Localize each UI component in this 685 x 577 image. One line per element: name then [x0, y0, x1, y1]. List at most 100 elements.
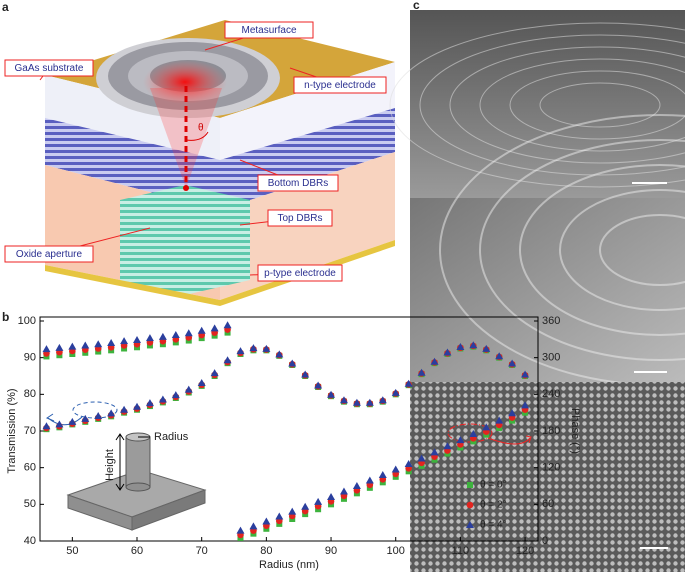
y-tick-label: 70	[24, 425, 36, 437]
y-tick-label: 40	[24, 535, 36, 547]
data-point	[521, 370, 530, 378]
callout-text: Top DBRs	[277, 213, 322, 224]
x-tick-label: 110	[452, 545, 470, 557]
data-point	[391, 388, 400, 396]
y-tick-label: 60	[24, 462, 36, 474]
x-axis-title: Radius (nm)	[259, 559, 319, 571]
data-point	[133, 402, 142, 410]
data-point	[197, 378, 206, 386]
sem-images	[389, 10, 685, 572]
inset-label: Radius	[154, 431, 189, 443]
data-point	[456, 343, 465, 351]
data-point	[443, 348, 452, 356]
inset-label: Height	[104, 449, 116, 481]
y2-tick-label: 300	[542, 352, 560, 364]
data-point	[391, 465, 400, 473]
chart: 50 60 70 80 90 100 110 120 40 50 60 70 80 90 100 0 60 120…	[6, 315, 581, 571]
callouts: Metasurface GaAs substrate n-type electrod…	[4, 21, 387, 282]
data-point	[482, 344, 491, 352]
data-point	[94, 411, 103, 419]
data-point	[107, 339, 116, 346]
data-point	[236, 526, 245, 534]
data-point	[482, 423, 491, 431]
data-point	[262, 344, 271, 352]
x-tick-label: 120	[516, 545, 534, 557]
data-point	[314, 497, 323, 505]
data-point	[275, 350, 284, 358]
data-point	[417, 454, 426, 462]
data-point	[145, 334, 154, 342]
legend-marker	[466, 521, 474, 528]
y-tick-label: 50	[24, 498, 36, 510]
data-point	[288, 507, 297, 515]
data-point	[42, 422, 51, 430]
data-point	[158, 332, 167, 340]
data-point	[404, 460, 413, 467]
data-point	[378, 396, 387, 404]
data-point	[262, 517, 271, 525]
data-point	[365, 476, 374, 484]
data-point	[107, 409, 116, 417]
x-tick-label: 60	[131, 545, 143, 557]
callout-box	[257, 174, 339, 192]
data-point	[469, 430, 478, 438]
y2-tick-label: 180	[542, 425, 560, 437]
panel-label: c	[413, 0, 420, 12]
x-tick-label: 90	[325, 545, 337, 557]
callout-text: GaAs substrate	[15, 63, 84, 74]
data-point	[339, 487, 348, 495]
data-point	[68, 342, 77, 350]
callout-box	[4, 245, 94, 263]
panel-label: b	[2, 310, 9, 324]
callout-box	[224, 21, 314, 39]
data-point	[158, 395, 167, 403]
data-point	[249, 522, 258, 530]
plot-frame	[39, 316, 539, 542]
data-point	[314, 381, 323, 389]
callout-text: Oxide aperture	[16, 249, 83, 260]
callout-text: Metasurface	[241, 25, 296, 36]
y2-tick-label: 360	[542, 315, 560, 327]
callout-box	[4, 59, 94, 77]
data-point	[68, 417, 77, 425]
data-point	[301, 502, 310, 510]
data-point	[55, 343, 64, 351]
legend-marker	[466, 501, 474, 509]
data-point	[521, 401, 530, 409]
data-point	[301, 370, 310, 378]
x-tick-label: 50	[66, 545, 78, 557]
callout-text: p-type electrode	[264, 268, 336, 279]
inset-pillar	[45, 401, 532, 531]
data-point	[365, 398, 374, 406]
data-point	[508, 359, 517, 367]
data-point	[236, 347, 245, 355]
x-tick-label: 100	[387, 545, 405, 557]
data-point	[197, 326, 206, 334]
data-point	[352, 482, 361, 489]
y-tick-label: 90	[24, 352, 36, 364]
data-point	[443, 442, 452, 450]
data-point	[42, 345, 51, 353]
data-point	[249, 344, 258, 352]
x-tick-label: 80	[260, 545, 272, 557]
data-point	[327, 390, 336, 398]
legend-label: θ = 4°	[480, 520, 507, 531]
data-point	[120, 337, 129, 345]
data-point	[508, 409, 517, 417]
y2-tick-label: 240	[542, 388, 560, 400]
data-point	[223, 356, 232, 364]
data-point	[55, 420, 64, 428]
data-point	[352, 398, 361, 406]
data-point	[495, 352, 504, 360]
data-point	[223, 321, 232, 329]
data-point	[145, 399, 154, 407]
data-point	[81, 341, 90, 349]
data-point	[327, 493, 336, 500]
legend-marker	[467, 482, 473, 488]
data-point	[210, 369, 219, 377]
data-point	[171, 331, 180, 339]
data-point	[120, 405, 129, 413]
data-point	[94, 340, 103, 348]
callout-box	[257, 264, 343, 282]
